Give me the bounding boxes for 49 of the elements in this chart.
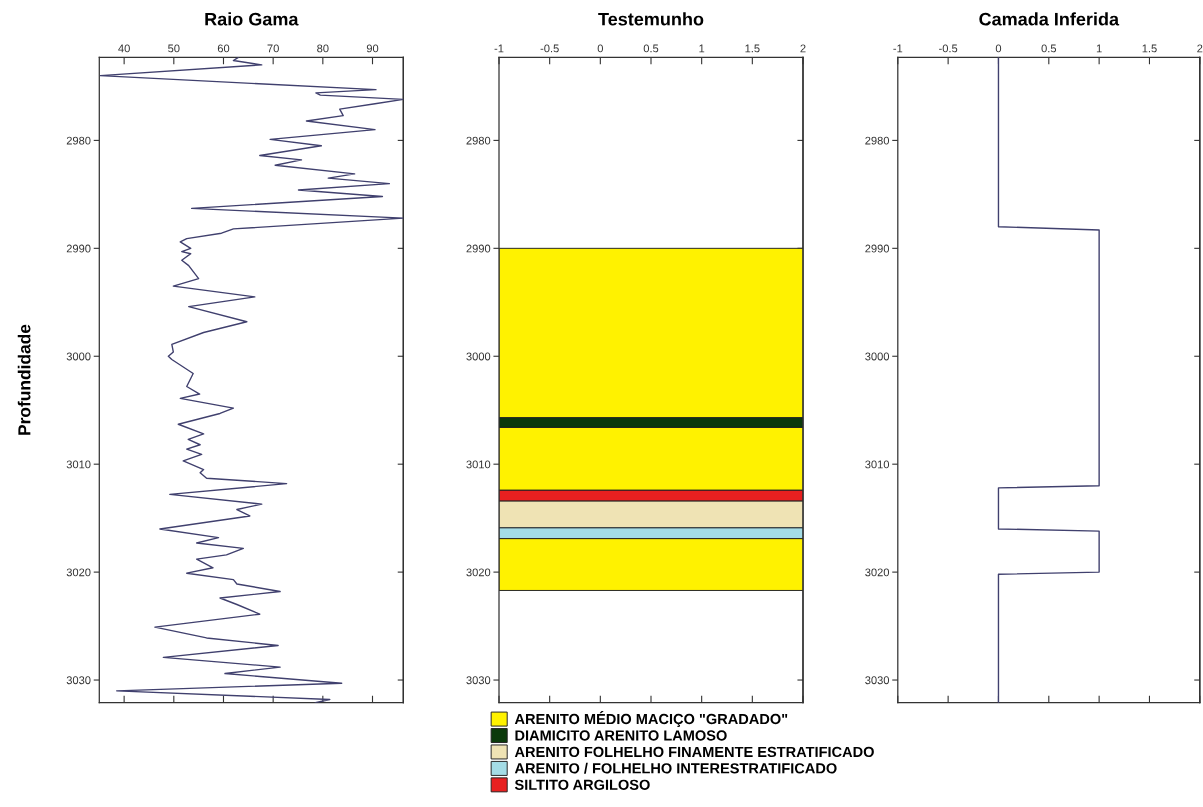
y-tick-label: 3030 bbox=[466, 676, 491, 685]
x-tick-label: -1 bbox=[494, 44, 504, 53]
y-axis-title: Profundidade bbox=[17, 324, 31, 435]
x-tick-label: -0.5 bbox=[939, 44, 958, 53]
legend-label: SILTITO ARGILOSO bbox=[514, 779, 650, 790]
y-tick-label: 2990 bbox=[66, 244, 91, 253]
chart-title: Raio Gama bbox=[205, 12, 299, 26]
x-tick-label: 0.5 bbox=[643, 44, 659, 53]
x-tick-label: 0.5 bbox=[1041, 44, 1057, 53]
y-tick-label: 3020 bbox=[466, 568, 491, 577]
x-tick-label: 90 bbox=[366, 44, 379, 53]
y-tick-label: 3010 bbox=[865, 460, 890, 469]
x-tick-label: 80 bbox=[317, 44, 329, 53]
y-tick-label: 3030 bbox=[66, 676, 91, 685]
y-tick-label: 2980 bbox=[66, 136, 91, 145]
line-series bbox=[997, 57, 1100, 703]
y-tick-label: 3020 bbox=[865, 568, 890, 577]
x-tick-label: 2 bbox=[800, 44, 806, 53]
x-tick-label: 1 bbox=[1096, 44, 1102, 53]
chart-title: Testemunho bbox=[598, 12, 704, 26]
y-tick-label: 3010 bbox=[466, 460, 491, 469]
y-tick-label: 3000 bbox=[66, 352, 91, 361]
x-tick-label: 40 bbox=[118, 44, 130, 53]
x-tick-label: 60 bbox=[217, 44, 230, 53]
legend-label: ARENITO FOLHELHO FINAMENTE ESTRATIFICADO bbox=[514, 746, 874, 758]
x-tick-label: 2 bbox=[1197, 44, 1203, 53]
x-tick-label: 1.5 bbox=[745, 44, 760, 53]
legend-label: DIAMICITO ARENITO LAMOSO bbox=[515, 730, 727, 741]
y-tick-label: 3030 bbox=[865, 676, 890, 685]
x-tick-label: -1 bbox=[893, 44, 903, 53]
line-series bbox=[99, 57, 404, 703]
x-tick-label: 1.5 bbox=[1142, 44, 1157, 53]
y-tick-label: 2990 bbox=[466, 244, 491, 253]
x-tick-label: -0.5 bbox=[540, 44, 559, 53]
x-tick-label: 1 bbox=[699, 44, 705, 53]
legend-label: ARENITO / FOLHELHO INTERESTRATIFICADO bbox=[514, 762, 837, 774]
y-tick-label: 2980 bbox=[865, 136, 890, 145]
legend-label: ARENITO MÉDIO MACIÇO "GRADADO" bbox=[514, 711, 788, 728]
x-tick-label: 50 bbox=[168, 44, 180, 53]
y-tick-label: 3000 bbox=[466, 352, 491, 361]
y-tick-label: 3000 bbox=[865, 352, 890, 361]
x-tick-label: 0 bbox=[995, 44, 1002, 53]
y-tick-label: 2980 bbox=[466, 136, 491, 145]
y-tick-label: 3020 bbox=[66, 568, 91, 577]
y-tick-label: 2990 bbox=[865, 244, 890, 253]
y-tick-label: 3010 bbox=[66, 460, 91, 469]
chart-title: Camada Inferida bbox=[979, 12, 1120, 26]
x-tick-label: 70 bbox=[267, 44, 279, 53]
x-tick-label: 0 bbox=[597, 44, 603, 53]
